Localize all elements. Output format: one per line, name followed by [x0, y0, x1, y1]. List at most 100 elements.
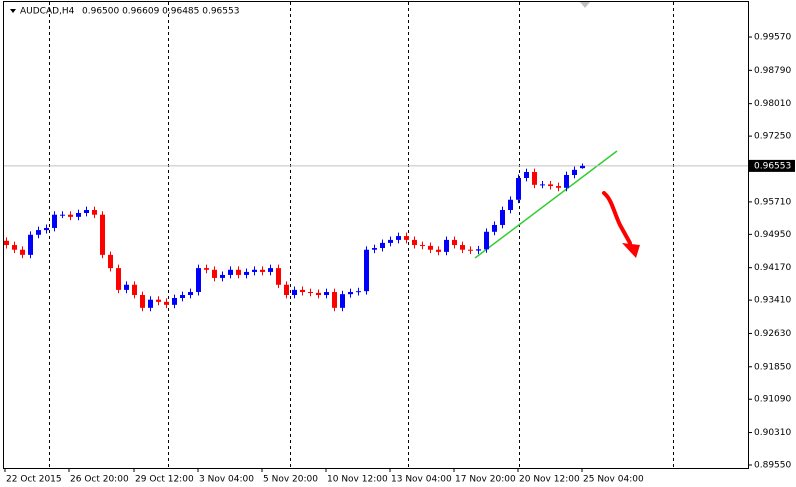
y-tick-label: 0.93410 — [754, 296, 791, 306]
candle-body — [532, 171, 537, 185]
candle-body — [60, 214, 65, 216]
ohlc-text: 0.96500 0.96609 0.96485 0.96553 — [82, 7, 239, 17]
candle-body — [484, 231, 489, 250]
menu-triangle — [10, 9, 16, 13]
candle-body — [372, 248, 377, 250]
x-tick-label: 26 Oct 20:00 — [70, 475, 129, 485]
candle-body — [492, 224, 497, 232]
x-tick-label: 3 Nov 04:00 — [199, 475, 254, 485]
candle-body — [412, 239, 417, 246]
candle-body — [116, 268, 121, 290]
shift-marker — [580, 2, 590, 8]
candle-body — [524, 171, 529, 178]
candle-body — [340, 294, 345, 308]
candle-body — [316, 292, 321, 296]
current-price-label: 0.96553 — [754, 161, 791, 171]
candle-body — [500, 210, 505, 225]
candle-body — [124, 284, 129, 290]
candle-body — [220, 274, 225, 278]
candle-body — [460, 245, 465, 250]
candle-body — [196, 268, 201, 293]
candle-body — [516, 177, 521, 200]
candle-body — [68, 214, 73, 217]
candle-body — [452, 239, 457, 246]
candle-body — [92, 210, 97, 215]
candle-body — [564, 174, 569, 188]
symbol: AUDCAD,H4 — [20, 7, 75, 17]
candle-body — [180, 295, 185, 299]
candle-body — [252, 269, 257, 272]
current-price-box — [749, 159, 795, 172]
trend-line — [474, 150, 618, 259]
candle-body — [108, 254, 113, 269]
candle-body — [260, 269, 265, 272]
candle-body — [476, 249, 481, 251]
candle-body — [396, 236, 401, 240]
y-tick-label: 0.91850 — [754, 362, 791, 372]
candle-body — [4, 240, 9, 246]
candle-body — [100, 214, 105, 255]
arrow — [602, 191, 632, 245]
candle-body — [284, 284, 289, 296]
candle-body — [268, 268, 273, 272]
candle-body — [244, 271, 249, 275]
y-tick-label: 0.91090 — [754, 395, 791, 405]
candle-body — [276, 268, 281, 285]
candle-body — [540, 184, 545, 186]
x-tick-label: 10 Nov 12:00 — [327, 475, 388, 485]
candle-body — [572, 169, 577, 175]
y-tick-label: 0.94950 — [754, 230, 791, 240]
x-tick-label: 22 Oct 2015 — [6, 475, 62, 485]
y-tick-label: 0.99570 — [754, 33, 791, 43]
y-tick-label: 0.95710 — [754, 197, 791, 207]
x-tick-label: 20 Nov 12:00 — [519, 475, 580, 485]
candle-body — [332, 292, 337, 308]
candle-body — [444, 239, 449, 252]
candle-body — [436, 249, 441, 252]
candle-body — [292, 289, 297, 296]
y-tick-label: 0.90310 — [754, 428, 791, 438]
candle-body — [140, 295, 145, 308]
candle-body — [188, 292, 193, 296]
candle-body — [388, 239, 393, 243]
candle-body — [52, 214, 57, 228]
candle-body — [76, 213, 81, 217]
candle-body — [556, 186, 561, 188]
x-tick-label: 29 Oct 12:00 — [135, 475, 194, 485]
candle-body — [404, 236, 409, 240]
x-tick-label: 17 Nov 20:00 — [455, 475, 516, 485]
arrow-head — [622, 243, 640, 258]
candle-body — [300, 289, 305, 293]
candle-body — [28, 234, 33, 255]
y-tick-label: 0.89550 — [754, 461, 791, 471]
candle-body — [12, 245, 17, 250]
candle-body — [324, 292, 329, 296]
x-tick-label: 5 Nov 20:00 — [263, 475, 318, 485]
y-tick-label: 0.97250 — [754, 132, 791, 142]
candle-body — [420, 245, 425, 247]
candle-body — [228, 269, 233, 275]
candle-body — [468, 249, 473, 251]
candle-body — [580, 165, 585, 169]
candle-body — [212, 269, 217, 278]
candle-body — [508, 199, 513, 211]
y-tick-label: 0.94170 — [754, 263, 791, 273]
y-tick-label: 0.92630 — [754, 329, 791, 339]
y-tick-label: 0.98790 — [754, 66, 791, 76]
y-tick-label: 0.98010 — [754, 99, 791, 109]
candle-body — [380, 242, 385, 249]
candle-body — [308, 292, 313, 294]
x-tick-label: 13 Nov 04:00 — [391, 475, 452, 485]
plot-frame — [3, 1, 749, 469]
candle-body — [236, 269, 241, 275]
candle-body — [164, 301, 169, 305]
candle-body — [156, 299, 161, 302]
candle-body — [364, 249, 369, 292]
candle-body — [348, 292, 353, 295]
x-tick-label: 25 Nov 04:00 — [583, 475, 644, 485]
candle-body — [148, 299, 153, 308]
candle-body — [44, 227, 49, 231]
